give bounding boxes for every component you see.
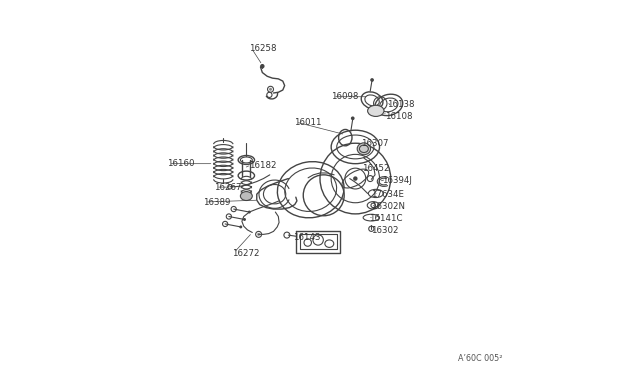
Circle shape (257, 233, 260, 236)
Circle shape (353, 176, 358, 181)
Text: 16267: 16267 (214, 183, 241, 192)
Circle shape (260, 64, 264, 68)
Text: A’60C 005²: A’60C 005² (458, 354, 502, 363)
Text: 16011: 16011 (294, 118, 321, 127)
Text: 16098: 16098 (331, 92, 358, 101)
Text: 16138: 16138 (387, 100, 415, 109)
Text: 16302N: 16302N (371, 202, 405, 211)
Text: 16302: 16302 (371, 226, 399, 235)
Text: 16182: 16182 (250, 161, 277, 170)
Text: 16394J: 16394J (381, 176, 412, 185)
Text: 16258: 16258 (250, 44, 277, 53)
Ellipse shape (357, 143, 371, 155)
Circle shape (351, 116, 355, 120)
Circle shape (223, 221, 228, 227)
Circle shape (239, 225, 243, 228)
Circle shape (243, 218, 246, 221)
Circle shape (227, 214, 232, 219)
Text: 16389: 16389 (203, 198, 230, 207)
Circle shape (231, 206, 236, 212)
Text: 16307: 16307 (361, 139, 388, 148)
Text: 16272: 16272 (232, 249, 259, 258)
Ellipse shape (367, 105, 384, 116)
Text: 16143: 16143 (293, 233, 321, 242)
Text: 16452: 16452 (362, 164, 390, 173)
Circle shape (370, 78, 374, 82)
Text: 17634E: 17634E (371, 190, 404, 199)
Circle shape (248, 211, 251, 214)
Circle shape (269, 88, 272, 91)
Text: 16108: 16108 (385, 112, 413, 121)
Text: 16160: 16160 (167, 159, 194, 168)
Text: 16141C: 16141C (369, 214, 402, 223)
Ellipse shape (241, 192, 252, 201)
